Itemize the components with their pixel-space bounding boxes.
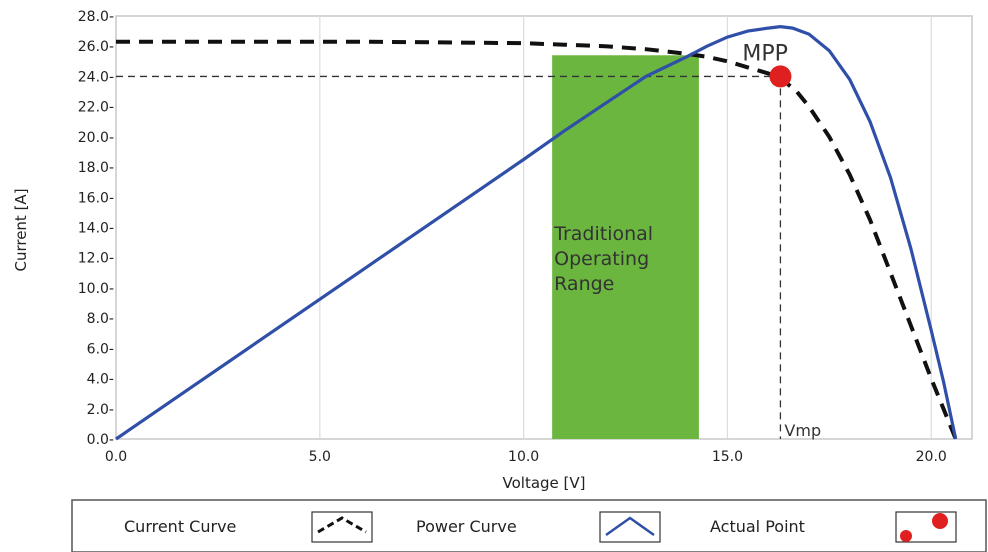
y-tick-label: 6.0- [87,341,114,357]
range-label: Traditional Operating Range [553,223,653,295]
blue-chevron-icon [599,511,661,543]
grid [319,16,932,439]
mpp-guide-lines [116,75,782,439]
red-dots-icon [895,511,957,543]
y-tick-label: 28.0- [78,9,114,25]
y-tick-label: 22.0- [78,100,114,116]
y-tick-label: 24.0- [78,69,114,85]
power-curve-line [115,24,958,441]
y-tick-label: 0.0- [87,432,114,448]
traditional-operating-range [552,55,699,440]
y-tick-label: 8.0- [87,311,114,327]
dashed-chevron-icon [311,511,373,543]
current-curve-line [116,39,958,440]
x-axis-ticks: 0.0 5.0 10.0 15.0 20.0 [105,449,947,465]
x-tick-label: 5.0 [309,449,331,465]
legend-box [71,499,987,552]
actual-point-marker [769,65,792,88]
y-tick-label: 2.0- [87,402,114,418]
vmp-label: Vmp [784,421,821,440]
range-label-line: Range [554,273,614,295]
legend-label-actual-point: Actual Point [710,517,805,536]
legend-label-current-curve: Current Curve [124,517,236,536]
y-tick-label: 12.0- [78,251,114,267]
y-tick-label: 26.0- [78,39,114,55]
y-tick-label: 20.0- [78,130,114,146]
range-label-line: Traditional [553,223,653,245]
y-tick-label: 14.0- [78,221,114,237]
x-tick-label: 15.0 [712,449,743,465]
plot-area [115,15,973,440]
x-tick-label: 0.0 [105,449,127,465]
x-tick-label: 20.0 [916,449,947,465]
y-axis-title: Current [A] [12,188,30,271]
x-axis-title: Voltage [V] [503,474,586,492]
mpp-label: MPP [742,41,788,66]
y-tick-label: 4.0- [87,372,114,388]
y-tick-label: 18.0- [78,160,114,176]
legend-label-power-curve: Power Curve [416,517,517,536]
x-tick-label: 10.0 [508,449,539,465]
range-label-line: Operating [554,248,649,270]
y-tick-label: 16.0- [78,190,114,206]
y-tick-label: 10.0- [78,281,114,297]
legend: Current Curve Power Curve Actual Point [71,499,987,552]
y-axis-ticks: 0.0- 2.0- 4.0- 6.0- 8.0- 10.0- 12.0- 14.0- 16.0-… [78,9,114,448]
